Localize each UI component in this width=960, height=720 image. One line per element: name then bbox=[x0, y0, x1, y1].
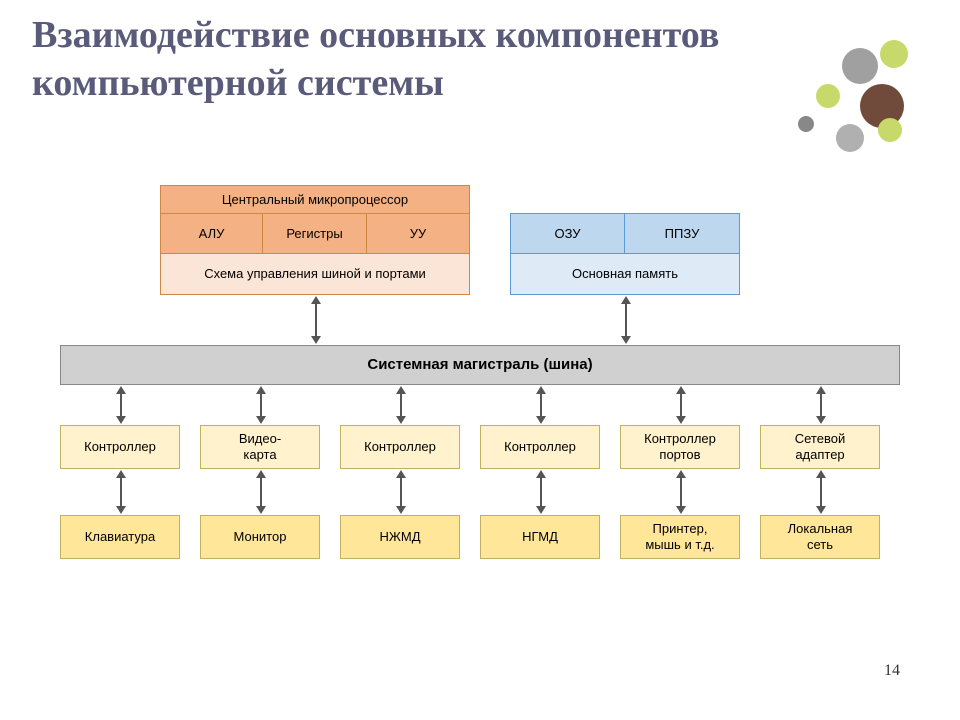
slide-title: Взаимодействие основных компонентов комп… bbox=[32, 12, 752, 107]
cpu-part-cu: УУ bbox=[367, 214, 469, 254]
mem-rom: ППЗУ bbox=[625, 214, 739, 254]
decor-dot bbox=[816, 84, 840, 108]
cpu-bus-control: Схема управления шиной и портами bbox=[161, 254, 469, 294]
cpu-title: Центральный микропроцессор bbox=[161, 186, 469, 214]
arrow-bus-controller bbox=[820, 393, 822, 417]
device-box: НГМД bbox=[480, 515, 600, 559]
arrow-controller-device bbox=[820, 477, 822, 507]
arrow-bus-controller bbox=[260, 393, 262, 417]
arrow-bus-controller bbox=[680, 393, 682, 417]
arrow-mem-bus bbox=[625, 303, 627, 337]
cpu-wrapper: Центральный микропроцессор АЛУ Регистры … bbox=[160, 185, 470, 295]
arrow-bus-controller bbox=[540, 393, 542, 417]
mem-ram: ОЗУ bbox=[511, 214, 625, 254]
system-bus: Системная магистраль (шина) bbox=[60, 345, 900, 385]
memory-wrapper: ОЗУ ППЗУ Основная память bbox=[510, 213, 740, 295]
device-box: Монитор bbox=[200, 515, 320, 559]
cpu-part-regs: Регистры bbox=[263, 214, 367, 254]
arrow-controller-device bbox=[400, 477, 402, 507]
mem-main: Основная память bbox=[511, 254, 739, 294]
decor-dot bbox=[880, 40, 908, 68]
device-box: Клавиатура bbox=[60, 515, 180, 559]
controller-box: Контроллер портов bbox=[620, 425, 740, 469]
arrow-controller-device bbox=[120, 477, 122, 507]
arrow-controller-device bbox=[540, 477, 542, 507]
device-box: Принтер, мышь и т.д. bbox=[620, 515, 740, 559]
controller-box: Видео- карта bbox=[200, 425, 320, 469]
device-box: НЖМД bbox=[340, 515, 460, 559]
arrow-cpu-bus bbox=[315, 303, 317, 337]
decor-dot bbox=[878, 118, 902, 142]
controller-box: Контроллер bbox=[340, 425, 460, 469]
decor-dot bbox=[836, 124, 864, 152]
controller-box: Сетевой адаптер bbox=[760, 425, 880, 469]
controller-box: Контроллер bbox=[480, 425, 600, 469]
decor-dot bbox=[798, 116, 814, 132]
controller-box: Контроллер bbox=[60, 425, 180, 469]
decor-dot bbox=[842, 48, 878, 84]
decor-dots bbox=[776, 40, 916, 180]
arrow-bus-controller bbox=[400, 393, 402, 417]
device-box: Локальная сеть bbox=[760, 515, 880, 559]
arrow-bus-controller bbox=[120, 393, 122, 417]
cpu-part-alu: АЛУ bbox=[161, 214, 263, 254]
arrow-controller-device bbox=[260, 477, 262, 507]
diagram-container: Центральный микропроцессор АЛУ Регистры … bbox=[60, 185, 900, 585]
arrow-controller-device bbox=[680, 477, 682, 507]
slide-number: 14 bbox=[884, 662, 900, 680]
